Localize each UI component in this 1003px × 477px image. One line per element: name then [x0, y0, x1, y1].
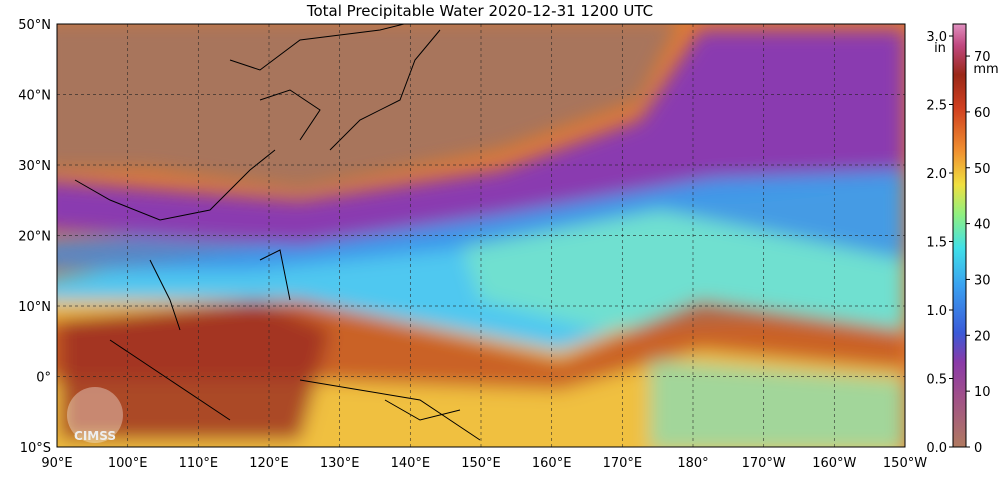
lon-label: 150°W [883, 456, 927, 471]
lon-label: 100°E [108, 456, 148, 471]
mm-tick-label: 70 [974, 50, 991, 65]
mm-tick-label: 30 [974, 273, 991, 288]
inch-tick-label: 1.5 [926, 236, 947, 251]
lon-label: 160°E [532, 456, 572, 471]
lon-label: 90°E [41, 456, 72, 471]
mm-tick-label: 0 [974, 441, 982, 456]
inch-tick-label: 0.0 [926, 441, 947, 456]
title: Total Precipitable Water 2020-12-31 1200… [306, 2, 653, 20]
lon-label: 170°E [603, 456, 643, 471]
lat-label: 40°N [18, 89, 51, 104]
inch-tick-label: 3.0 [926, 30, 947, 45]
map-frame [56, 23, 906, 448]
mm-tick-label: 10 [974, 385, 991, 400]
lon-label: 170°W [742, 456, 786, 471]
logo-disc [67, 387, 123, 443]
mm-tick-label: 20 [974, 329, 991, 344]
inch-tick-label: 2.5 [926, 99, 947, 114]
inch-tick-label: 1.0 [926, 304, 947, 319]
lon-label: 140°E [391, 456, 431, 471]
lon-label: 150°E [461, 456, 501, 471]
lat-label: 0° [36, 371, 51, 386]
inch-tick-label: 2.0 [926, 167, 947, 182]
mm-tick-label: 40 [974, 218, 991, 233]
inch-tick-label: 0.5 [926, 373, 947, 388]
lon-label: 180° [677, 456, 708, 471]
lat-label: 20°N [18, 230, 51, 245]
lon-label: 130°E [320, 456, 360, 471]
logo-text: CIMSS [74, 429, 116, 443]
logo: CIMSS [67, 387, 123, 443]
mm-tick-label: 60 [974, 106, 991, 121]
tpw-field [57, 24, 905, 447]
colorbar-inch-unit: in [934, 41, 946, 56]
lat-label: 50°N [18, 18, 51, 33]
mm-tick-label: 50 [974, 162, 991, 177]
lon-label: 110°E [179, 456, 219, 471]
colorbar-mm-unit: mm [973, 62, 998, 77]
lat-label: 10°S [20, 441, 51, 456]
lat-label: 10°N [18, 300, 51, 315]
graticule [57, 24, 905, 447]
colorbar [952, 23, 967, 448]
lon-label: 120°E [249, 456, 289, 471]
lon-label: 160°W [812, 456, 856, 471]
lat-label: 30°N [18, 159, 51, 174]
